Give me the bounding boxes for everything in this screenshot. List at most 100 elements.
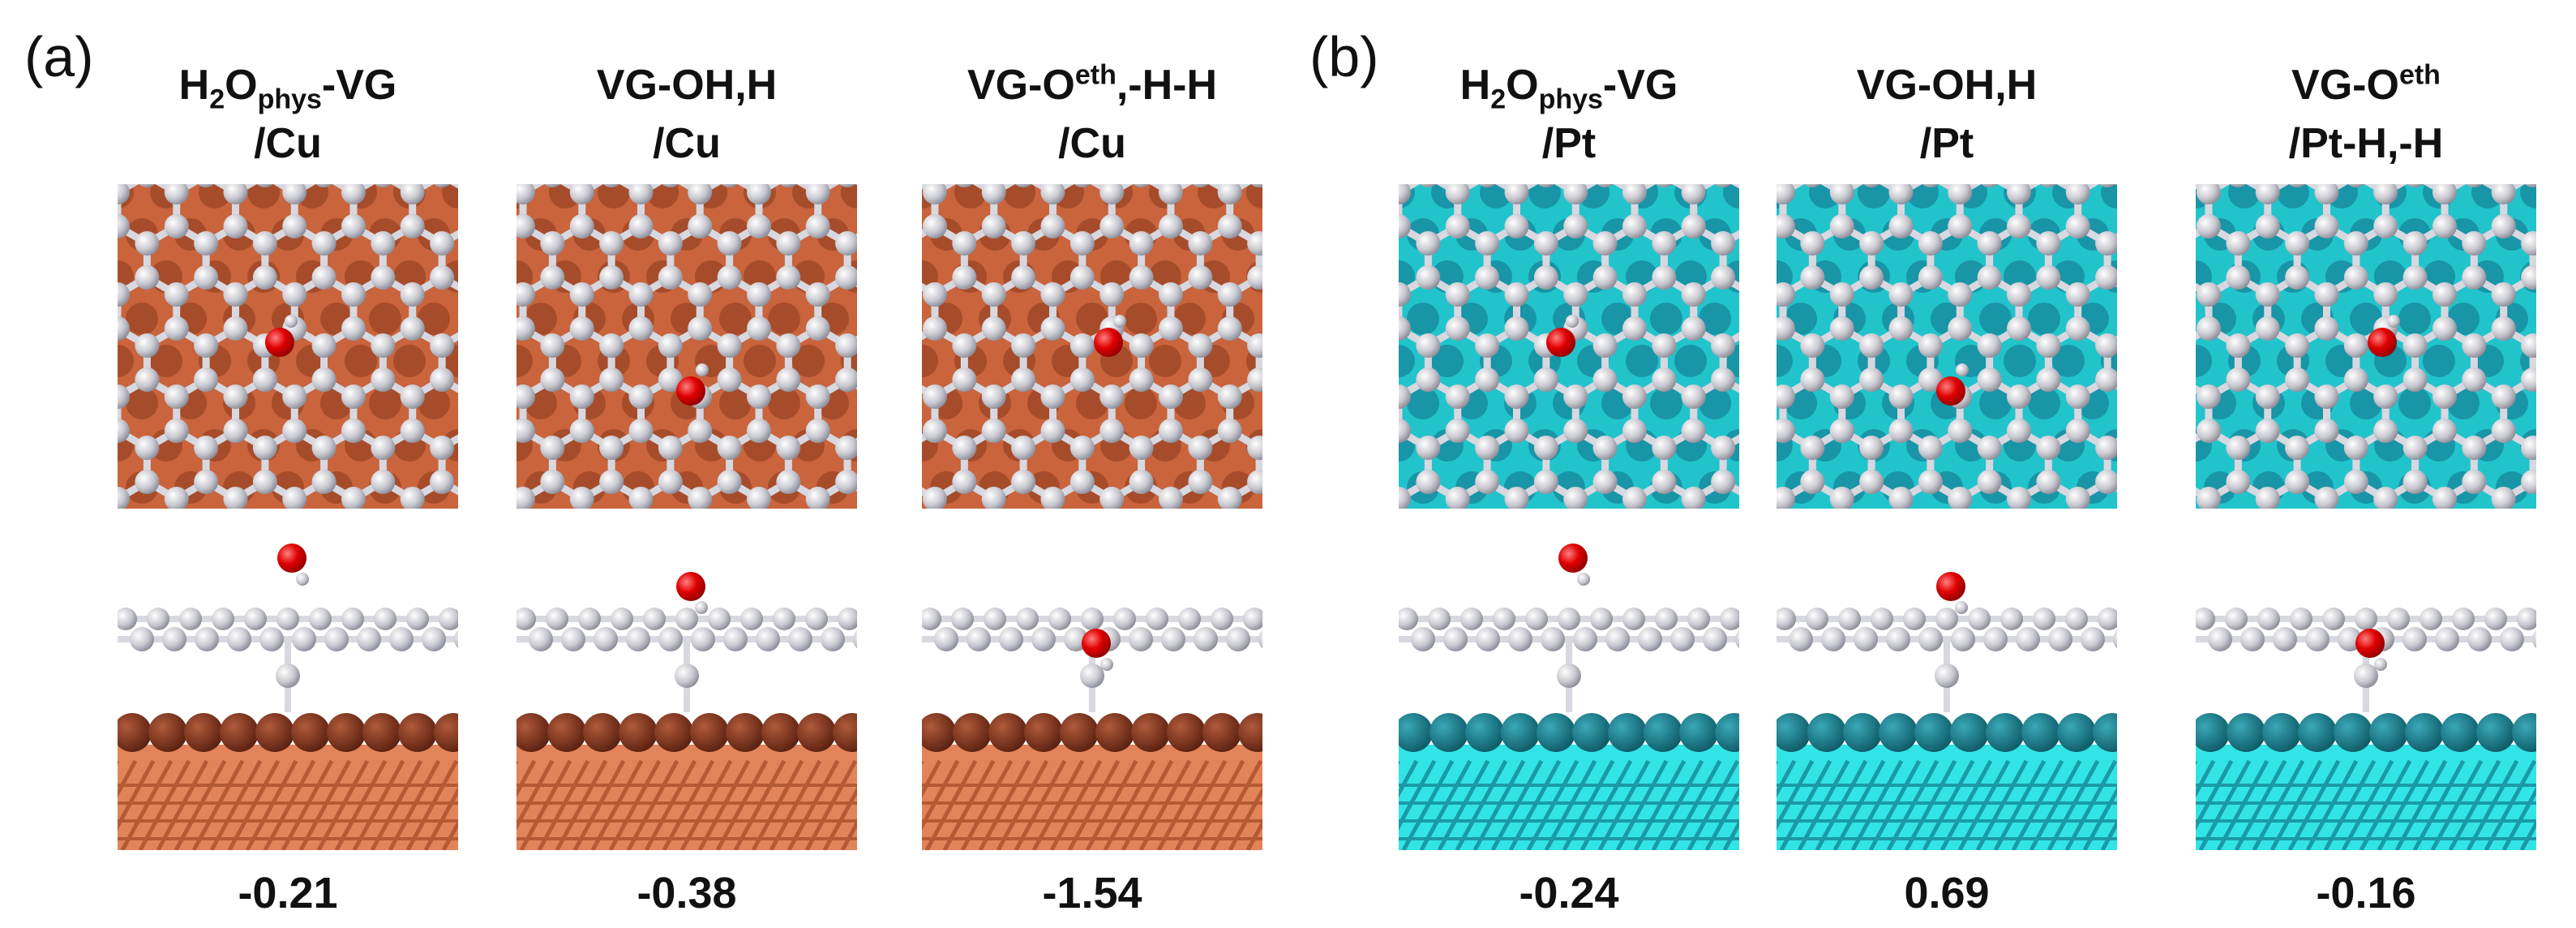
carbon-atom — [1445, 487, 1470, 509]
carbon-atom — [1011, 367, 1036, 392]
substrate-bond — [1957, 759, 2011, 850]
carbon-atom — [2065, 184, 2090, 204]
oxygen-atom — [265, 328, 294, 357]
carbon-atom — [1504, 282, 1529, 307]
carbon-atom — [540, 470, 565, 494]
carbon-atom — [658, 470, 683, 494]
carbon-atom — [454, 629, 458, 649]
metal-atom — [1407, 303, 1439, 335]
carbon-atom — [1099, 419, 1125, 443]
carbon-atom — [2285, 367, 2310, 392]
carbon-atom — [2314, 282, 2339, 307]
carbon-atom — [1040, 419, 1065, 443]
column-title: VG-Oeth — [2188, 57, 2544, 114]
carbon-atom — [1129, 627, 1153, 651]
carbon-atom — [1652, 367, 1677, 392]
substrate-bond — [138, 759, 191, 850]
carbon-atom — [2006, 385, 2031, 409]
carbon-atom — [1918, 367, 1943, 392]
carbon-atom — [341, 316, 366, 341]
title-text: /Cu — [254, 120, 322, 167]
metal-atom — [2196, 345, 2212, 377]
carbon-atom — [375, 184, 392, 187]
carbon-atom — [292, 627, 316, 651]
carbon-atom — [2095, 367, 2117, 392]
substrate-bond — [1922, 759, 1975, 850]
carbon-atom — [717, 367, 742, 392]
title-text: 2 — [1490, 84, 1507, 115]
carbon-atom — [2402, 470, 2428, 494]
carbon-atom — [2285, 265, 2310, 290]
carbon-atom — [194, 436, 219, 460]
carbon-atom — [282, 282, 307, 307]
carbon-atom — [2290, 608, 2312, 630]
title-text: VG-OH,H — [596, 62, 778, 109]
column-title: H2Ophys-VG — [109, 57, 466, 114]
substrate-bond — [1399, 759, 1419, 798]
carbon-atom — [805, 316, 830, 341]
carbon-atom — [688, 316, 713, 341]
carbon-atom — [546, 608, 568, 630]
carbon-atom — [1871, 608, 1893, 630]
carbon-atom — [1720, 608, 1739, 630]
carbon-atom — [2288, 184, 2306, 187]
substrate-bond — [1704, 786, 1739, 850]
carbon-atom — [569, 184, 594, 204]
carbon-atom — [2402, 367, 2428, 392]
carbon-atom — [1129, 333, 1154, 358]
carbon-atom — [2285, 470, 2310, 494]
carbon-atom — [2521, 470, 2536, 494]
carbon-atom — [1445, 419, 1470, 443]
metal-atom — [646, 184, 679, 208]
carbon-atom — [952, 367, 977, 392]
substrate-bond — [960, 759, 1014, 850]
carbon-atom — [1040, 316, 1065, 341]
carbon-atom — [400, 316, 425, 341]
substrate-bond — [519, 759, 572, 850]
carbon-atom — [776, 333, 801, 358]
carbon-atom — [717, 333, 742, 358]
carbon-atom — [1129, 265, 1154, 290]
carbon-atom — [2230, 184, 2247, 187]
metal-atom — [418, 387, 450, 419]
column-title: /Pt — [1391, 115, 1747, 172]
carbon-atom — [1590, 608, 1613, 630]
carbon-atom — [1099, 282, 1125, 307]
metal-atom — [2021, 713, 2060, 752]
carbon-atom — [688, 419, 713, 443]
carbon-atom — [1951, 627, 1975, 651]
carbon-atom — [2196, 608, 2215, 630]
side-view — [516, 572, 857, 850]
substrate-bond — [2029, 759, 2082, 850]
carbon-atom — [430, 231, 455, 256]
carbon-atom — [2240, 627, 2265, 651]
carbon-atom — [1821, 627, 1845, 651]
carbon-atom — [2065, 282, 2090, 307]
metal-atom — [2398, 387, 2431, 419]
substrate-bond — [441, 818, 458, 850]
carbon-atom — [1250, 184, 1262, 187]
carbon-atom — [430, 470, 455, 494]
substrate-bond — [751, 759, 804, 850]
carbon-atom — [2491, 282, 2516, 307]
title-text: /Pt — [1541, 120, 1597, 167]
carbon-atom — [717, 436, 742, 460]
carbon-atom — [835, 470, 857, 494]
metal-atom — [841, 184, 857, 208]
title-text: VG-O — [967, 62, 1075, 109]
carbon-atom — [544, 184, 561, 187]
carbon-atom — [776, 231, 801, 256]
carbon-atom — [341, 487, 366, 509]
carbon-atom — [658, 436, 683, 460]
carbon-atom — [2197, 316, 2221, 341]
carbon-atom — [1217, 214, 1242, 238]
carbon-atom — [430, 436, 455, 460]
carbon-atom — [688, 214, 713, 238]
oxygen-atom — [2368, 328, 2397, 357]
hydrogen-atom — [696, 363, 709, 376]
carbon-atom — [252, 231, 277, 256]
metal-atom — [2334, 713, 2372, 752]
metal-atom — [1202, 713, 1241, 752]
carbon-atom — [1475, 333, 1500, 358]
substrate-bond — [1121, 759, 1174, 850]
